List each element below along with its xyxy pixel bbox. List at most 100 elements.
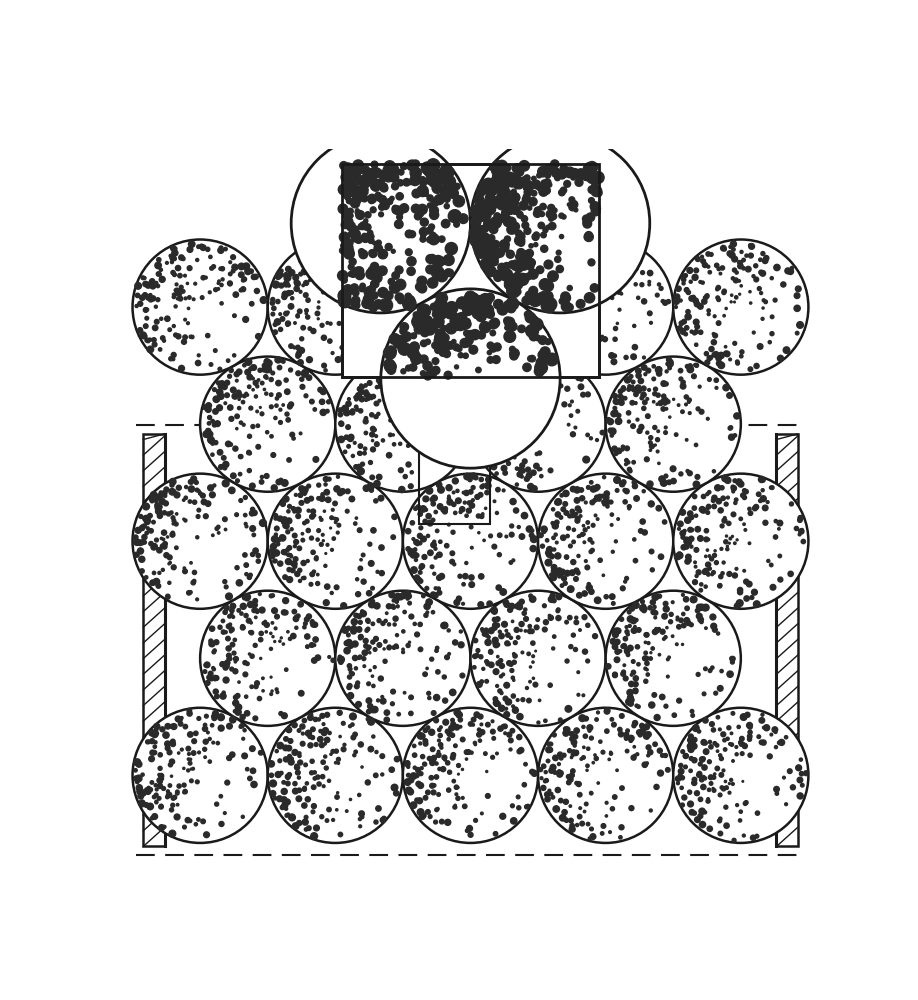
Circle shape: [288, 304, 294, 309]
Circle shape: [520, 629, 522, 632]
Circle shape: [306, 782, 308, 785]
Circle shape: [361, 189, 366, 194]
Circle shape: [543, 281, 554, 291]
Circle shape: [183, 569, 187, 574]
Circle shape: [392, 334, 399, 341]
Circle shape: [478, 412, 485, 419]
Circle shape: [211, 441, 215, 445]
Circle shape: [618, 276, 621, 280]
Circle shape: [500, 692, 503, 695]
Circle shape: [311, 509, 316, 514]
Circle shape: [636, 296, 640, 299]
Circle shape: [216, 741, 219, 745]
Circle shape: [686, 554, 691, 560]
Circle shape: [343, 163, 353, 173]
Circle shape: [482, 273, 486, 277]
Circle shape: [438, 268, 442, 271]
Circle shape: [701, 299, 707, 304]
Circle shape: [585, 802, 588, 806]
Circle shape: [524, 630, 527, 632]
Circle shape: [492, 165, 501, 175]
Circle shape: [716, 361, 722, 366]
Circle shape: [453, 491, 455, 494]
Circle shape: [420, 361, 426, 367]
Circle shape: [343, 329, 346, 332]
Circle shape: [698, 617, 703, 622]
Circle shape: [478, 294, 492, 307]
Circle shape: [274, 550, 280, 556]
Circle shape: [590, 793, 592, 795]
Circle shape: [295, 281, 300, 286]
Circle shape: [424, 169, 430, 175]
Circle shape: [351, 259, 354, 262]
Circle shape: [338, 656, 344, 663]
Circle shape: [553, 548, 555, 551]
Circle shape: [614, 477, 621, 483]
Circle shape: [443, 346, 448, 350]
Circle shape: [313, 637, 319, 642]
Circle shape: [686, 539, 691, 545]
Circle shape: [173, 295, 175, 299]
Circle shape: [280, 535, 284, 538]
Circle shape: [299, 501, 304, 505]
Circle shape: [724, 351, 730, 357]
Circle shape: [311, 622, 316, 627]
Circle shape: [291, 561, 297, 567]
Circle shape: [166, 790, 170, 793]
Circle shape: [722, 384, 729, 391]
Circle shape: [410, 363, 413, 366]
Circle shape: [635, 368, 641, 374]
Circle shape: [179, 288, 182, 291]
Circle shape: [335, 357, 471, 492]
Circle shape: [462, 319, 471, 329]
Circle shape: [306, 797, 310, 802]
Circle shape: [214, 349, 217, 352]
Circle shape: [228, 405, 233, 410]
Circle shape: [431, 518, 435, 522]
Circle shape: [479, 389, 485, 395]
Circle shape: [597, 278, 600, 282]
Circle shape: [523, 617, 529, 621]
Circle shape: [714, 378, 719, 382]
Circle shape: [687, 290, 690, 295]
Circle shape: [305, 634, 310, 639]
Circle shape: [270, 435, 274, 438]
Circle shape: [329, 322, 332, 325]
Circle shape: [539, 418, 541, 420]
Circle shape: [588, 837, 591, 840]
Circle shape: [362, 298, 372, 308]
Circle shape: [204, 514, 208, 519]
Circle shape: [157, 796, 161, 800]
Circle shape: [781, 282, 786, 287]
Circle shape: [532, 321, 535, 325]
Circle shape: [321, 335, 327, 340]
Circle shape: [547, 273, 553, 278]
Circle shape: [503, 263, 510, 269]
Circle shape: [740, 250, 743, 253]
Circle shape: [590, 500, 595, 505]
Circle shape: [742, 258, 745, 262]
Circle shape: [147, 786, 151, 789]
Circle shape: [709, 669, 711, 673]
Circle shape: [352, 235, 359, 242]
Circle shape: [487, 187, 497, 196]
Circle shape: [748, 542, 751, 545]
Circle shape: [699, 604, 705, 610]
Circle shape: [714, 550, 716, 552]
Circle shape: [151, 781, 153, 784]
Circle shape: [193, 579, 196, 583]
Circle shape: [372, 684, 375, 688]
Circle shape: [387, 174, 394, 180]
Circle shape: [628, 701, 633, 706]
Circle shape: [629, 681, 634, 687]
Circle shape: [479, 408, 482, 411]
Circle shape: [344, 191, 351, 198]
Circle shape: [305, 617, 309, 622]
Circle shape: [353, 160, 364, 170]
Circle shape: [355, 305, 360, 310]
Circle shape: [661, 407, 666, 411]
Circle shape: [254, 684, 258, 689]
Circle shape: [162, 544, 167, 549]
Circle shape: [435, 340, 442, 346]
Circle shape: [544, 779, 548, 782]
